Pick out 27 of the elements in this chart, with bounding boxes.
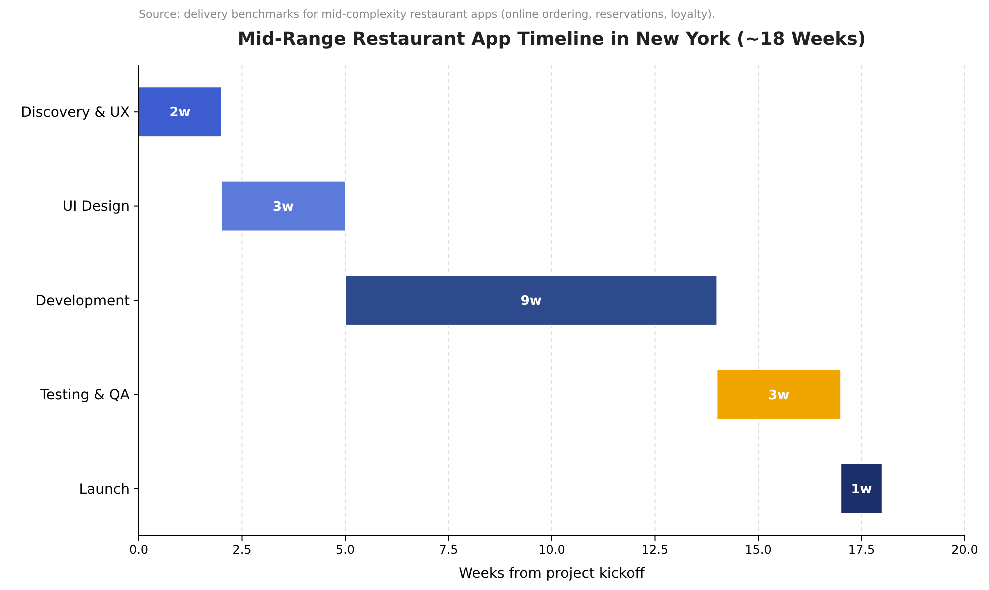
data-label: 3w — [768, 388, 790, 404]
bar — [345, 275, 718, 326]
data-label: 2w — [170, 106, 191, 121]
data-label: 3w — [273, 200, 294, 215]
x-tick-label: 7.5 — [439, 543, 458, 557]
x-tick-label: 12.5 — [642, 543, 669, 557]
x-tick-label: 0.0 — [129, 543, 149, 557]
y-tick-label: Development — [36, 293, 131, 310]
x-tick-label: 15.0 — [745, 543, 772, 557]
x-axis-title: Weeks from project kickoff — [459, 566, 646, 582]
y-tick-label: UI Design — [62, 199, 130, 216]
x-tick-label: 20.0 — [952, 543, 978, 557]
bar — [138, 86, 222, 138]
data-label: 9w — [520, 294, 542, 310]
bar — [716, 369, 842, 420]
y-tick-label: Launch — [79, 482, 130, 498]
x-tick-label: 2.5 — [232, 543, 252, 557]
y-tick-label: Discovery & UX — [21, 105, 130, 121]
source-note: Source: delivery benchmarks for mid-complexity restaurant apps (online ordering, reservations, loyalty). — [139, 8, 716, 21]
x-tick-label: 17.5 — [848, 543, 876, 557]
x-tick-label: 5.0 — [336, 543, 356, 557]
data-label: 1w — [851, 482, 872, 498]
chart-title: Mid-Range Restaurant App Timeline in New York (~18 Weeks) — [238, 29, 866, 50]
y-tick-label: Testing & QA — [39, 388, 130, 404]
x-tick-label: 10.0 — [538, 543, 566, 557]
bar — [221, 180, 346, 232]
bar — [840, 463, 883, 514]
